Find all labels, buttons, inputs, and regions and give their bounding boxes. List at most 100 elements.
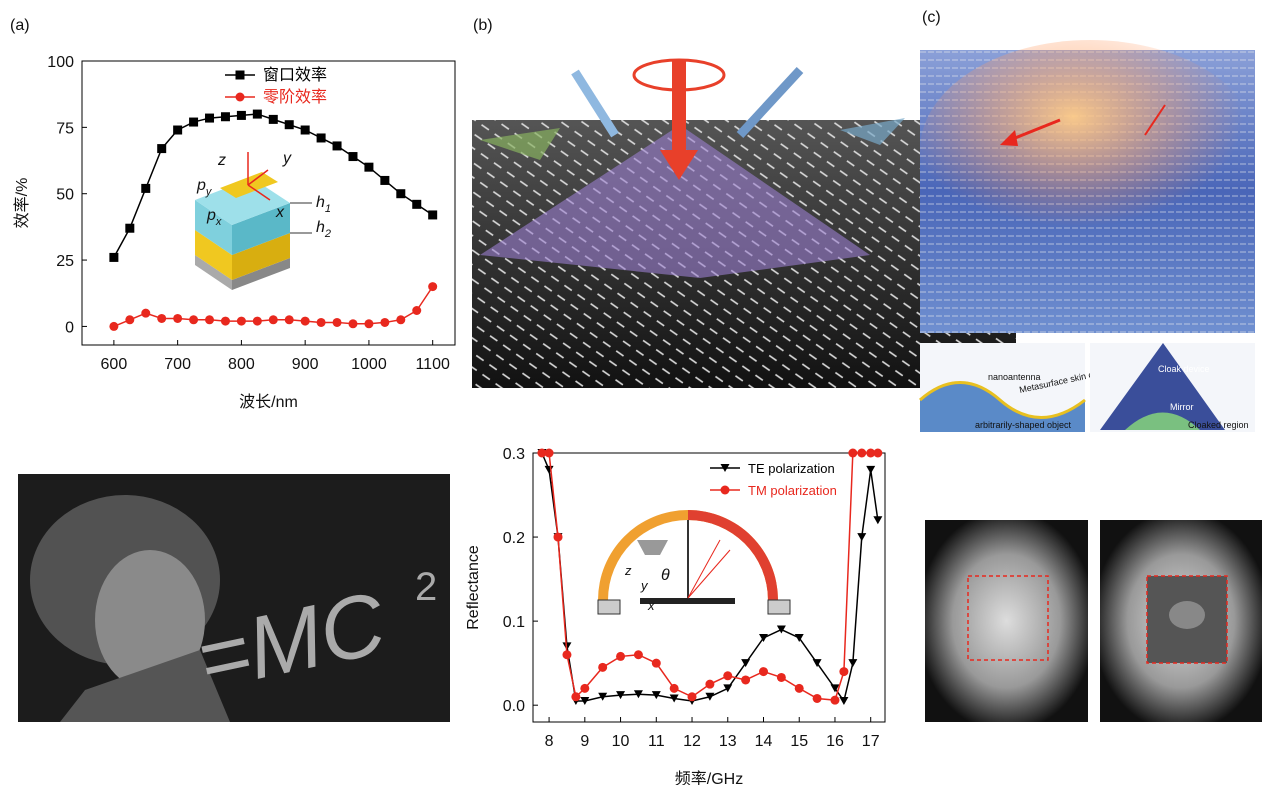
legend-marker xyxy=(720,485,730,495)
inset-label: y xyxy=(640,578,649,593)
marker xyxy=(412,305,422,315)
inset-label: θ xyxy=(661,567,670,584)
marker xyxy=(284,120,294,130)
marker xyxy=(651,658,661,668)
x-tick-label: 1100 xyxy=(415,356,450,373)
y-tick-label: 50 xyxy=(56,187,74,204)
inset-label: p xyxy=(206,207,216,224)
inset-label: x xyxy=(215,216,222,228)
plot-frame xyxy=(81,60,456,346)
marker xyxy=(189,315,199,325)
marker xyxy=(252,109,262,119)
einstein-image: =MC 2 xyxy=(18,474,450,722)
marker xyxy=(873,448,883,458)
marker xyxy=(571,692,581,702)
inset-label: x xyxy=(275,204,285,221)
marker xyxy=(866,448,876,458)
marker xyxy=(866,465,876,474)
marker xyxy=(616,651,626,661)
marker xyxy=(348,319,358,329)
marker xyxy=(157,313,167,323)
y-axis-label: Reflectance xyxy=(465,545,482,630)
inset-label: 1 xyxy=(325,203,331,215)
cloak-label: nanoantenna xyxy=(988,372,1041,382)
cloak-label: Cloak device xyxy=(1158,364,1210,374)
marker xyxy=(741,675,751,685)
marker xyxy=(812,693,822,703)
marker xyxy=(205,315,215,325)
marker xyxy=(109,321,119,331)
marker xyxy=(776,672,786,682)
marker xyxy=(125,315,135,325)
marker xyxy=(669,683,679,693)
inset-label: y xyxy=(205,186,213,198)
charts: 600 700 800 900 1000 1100 0 25 50 75 100 波长/nm 效率/% 窗… xyxy=(13,54,886,785)
marker xyxy=(332,141,342,151)
marker xyxy=(544,448,554,458)
marker xyxy=(364,319,374,329)
inset-label: y xyxy=(282,150,292,167)
marker xyxy=(723,671,733,681)
inset-label: 2 xyxy=(324,228,331,240)
marker xyxy=(157,144,167,154)
inset-label: p xyxy=(196,177,206,194)
x-tick-label: 8 xyxy=(545,733,554,750)
x-tick-label: 10 xyxy=(612,733,630,750)
marker xyxy=(580,683,590,693)
marker xyxy=(348,152,358,162)
legend-label: TE polarization xyxy=(748,461,835,476)
marker xyxy=(300,125,310,135)
inset-label: x xyxy=(647,598,655,613)
marker xyxy=(839,696,849,705)
marker xyxy=(220,316,230,326)
marker xyxy=(705,679,715,689)
marker xyxy=(598,662,608,672)
marker xyxy=(236,110,246,120)
marker xyxy=(705,692,715,701)
marker xyxy=(396,189,406,199)
marker xyxy=(173,125,183,135)
marker xyxy=(189,117,199,127)
inset-label: z xyxy=(624,563,632,578)
y-tick-label: 100 xyxy=(47,54,74,71)
legend-marker xyxy=(235,70,245,80)
marker xyxy=(300,316,310,326)
inset-label: h xyxy=(316,194,325,211)
x-tick-label: 17 xyxy=(862,733,880,750)
marker xyxy=(173,313,183,323)
inset-a: z y x py px h1 h2 xyxy=(195,150,331,290)
marker xyxy=(857,533,867,542)
marker xyxy=(220,112,230,122)
marker xyxy=(396,315,406,325)
x-tick-label: 700 xyxy=(164,356,191,373)
legend-label: TM polarization xyxy=(748,483,837,498)
panel-label: (b) xyxy=(473,17,493,34)
image-text: 2 xyxy=(415,565,437,609)
marker xyxy=(758,633,768,642)
panel-label: (a) xyxy=(10,17,30,34)
marker xyxy=(205,113,215,123)
x-tick-label: 900 xyxy=(292,356,319,373)
marker xyxy=(332,317,342,327)
y-tick-label: 0.2 xyxy=(503,530,525,547)
marker xyxy=(848,448,858,458)
y-tick-label: 0.3 xyxy=(503,446,525,463)
cloak-image: nanoantenna Metasurface skin cloak arbit… xyxy=(919,40,1262,722)
inset-label: px xyxy=(206,207,222,228)
marker xyxy=(651,691,661,700)
marker xyxy=(537,448,547,458)
x-tick-label: 16 xyxy=(826,733,844,750)
marker xyxy=(857,448,867,458)
marker xyxy=(562,650,572,660)
x-tick-label: 9 xyxy=(580,733,589,750)
marker xyxy=(125,223,135,233)
marker xyxy=(839,667,849,677)
panel-label: (c) xyxy=(922,9,941,26)
marker xyxy=(236,316,246,326)
marker xyxy=(723,684,733,693)
x-axis-label: 波长/nm xyxy=(239,393,298,411)
legend-marker xyxy=(720,464,730,472)
marker xyxy=(364,162,374,172)
x-tick-label: 13 xyxy=(719,733,737,750)
